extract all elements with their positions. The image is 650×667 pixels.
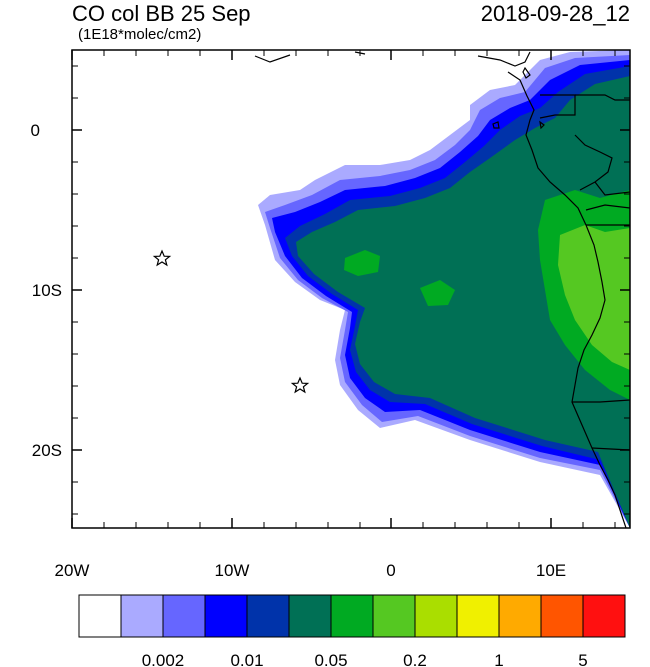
- coastlines: [254, 51, 630, 528]
- map-title: CO col BB 25 Sep: [72, 1, 251, 26]
- colorbar-labels: 0.002 0.01 0.05 0.2 1 5: [142, 651, 588, 667]
- contour-level-6b: [344, 250, 380, 276]
- colorbar-label: 0.01: [230, 651, 263, 667]
- y-tick-label: 10S: [32, 281, 62, 300]
- colorbar-swatch: [120, 594, 164, 638]
- colorbar-swatch: [582, 594, 626, 638]
- colorbar-swatch: [414, 594, 458, 638]
- major-ticks: [71, 50, 630, 528]
- minor-ticks: [72, 50, 630, 528]
- valid-time-label: 2018-09-28_12: [480, 1, 630, 26]
- colorbar-label: 1: [494, 651, 503, 667]
- colorbar-label: 0.002: [142, 651, 185, 667]
- units-label: (1E18*molec/cm2): [78, 26, 202, 43]
- colorbar-swatch: [204, 594, 248, 638]
- star-marker-2: [290, 376, 310, 394]
- colorbar-label: 5: [578, 651, 587, 667]
- colorbar-swatch: [246, 594, 290, 638]
- x-tick-label: 0: [386, 561, 395, 580]
- x-tick-label: 10W: [215, 561, 250, 580]
- colorbar-swatch: [78, 594, 122, 638]
- x-tick-label: 10E: [536, 561, 566, 580]
- colorbar-swatch: [498, 594, 542, 638]
- x-tick-label: 20W: [55, 561, 90, 580]
- concentration-field: [258, 50, 630, 528]
- y-tick-label: 0: [31, 121, 40, 140]
- colorbar-swatch: [456, 594, 500, 638]
- colorbar-swatch: [288, 594, 332, 638]
- contour-level-6c: [420, 280, 455, 306]
- colorbar-swatch: [540, 594, 584, 638]
- colorbar-label: 0.05: [314, 651, 347, 667]
- colorbar-label: 0.2: [403, 651, 427, 667]
- colorbar-swatch: [372, 594, 416, 638]
- colorbar-swatch: [162, 594, 206, 638]
- colorbar: [78, 594, 626, 638]
- star-marker-1: [152, 249, 172, 267]
- y-tick-label: 20S: [32, 441, 62, 460]
- contour-level-7: [558, 225, 630, 370]
- contour-level-5: [296, 76, 630, 528]
- plot-frame: [71, 49, 631, 529]
- marker-group: [152, 249, 310, 394]
- colorbar-swatch: [330, 594, 374, 638]
